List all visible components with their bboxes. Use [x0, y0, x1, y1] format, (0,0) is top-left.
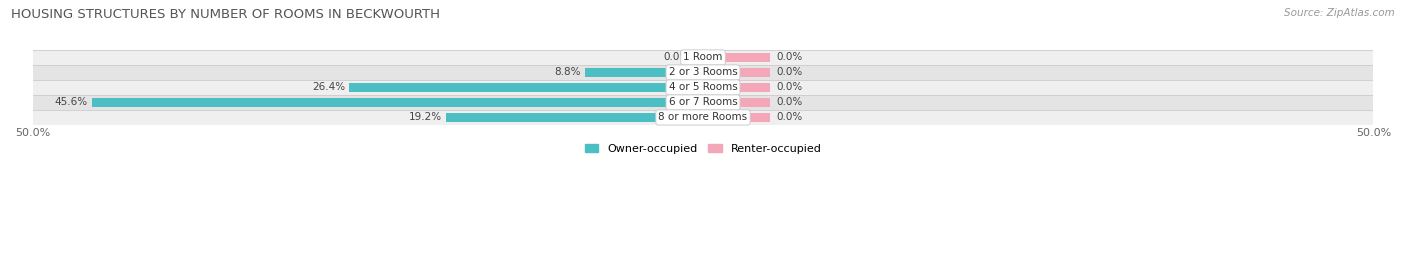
- Bar: [446, 113, 703, 122]
- Bar: [703, 53, 770, 62]
- Text: 0.0%: 0.0%: [776, 97, 803, 107]
- Text: 0.0%: 0.0%: [776, 83, 803, 93]
- Text: 1 Room: 1 Room: [683, 52, 723, 62]
- Text: 0.0%: 0.0%: [776, 68, 803, 77]
- Text: 4 or 5 Rooms: 4 or 5 Rooms: [669, 83, 737, 93]
- Text: 8 or more Rooms: 8 or more Rooms: [658, 112, 748, 122]
- Bar: [349, 83, 703, 92]
- Text: 19.2%: 19.2%: [408, 112, 441, 122]
- Bar: [32, 110, 1374, 125]
- Bar: [585, 68, 703, 77]
- Text: 0.0%: 0.0%: [776, 52, 803, 62]
- Bar: [703, 98, 770, 107]
- Text: Source: ZipAtlas.com: Source: ZipAtlas.com: [1284, 8, 1395, 18]
- Bar: [32, 80, 1374, 95]
- Text: 8.8%: 8.8%: [554, 68, 581, 77]
- Bar: [91, 98, 703, 107]
- Bar: [32, 50, 1374, 65]
- Text: 0.0%: 0.0%: [664, 52, 689, 62]
- Bar: [703, 83, 770, 92]
- Text: 2 or 3 Rooms: 2 or 3 Rooms: [669, 68, 737, 77]
- Bar: [32, 65, 1374, 80]
- Bar: [703, 68, 770, 77]
- Text: 45.6%: 45.6%: [55, 97, 87, 107]
- Legend: Owner-occupied, Renter-occupied: Owner-occupied, Renter-occupied: [581, 139, 825, 158]
- Text: HOUSING STRUCTURES BY NUMBER OF ROOMS IN BECKWOURTH: HOUSING STRUCTURES BY NUMBER OF ROOMS IN…: [11, 8, 440, 21]
- Text: 6 or 7 Rooms: 6 or 7 Rooms: [669, 97, 737, 107]
- Bar: [703, 113, 770, 122]
- Text: 0.0%: 0.0%: [776, 112, 803, 122]
- Bar: [32, 95, 1374, 110]
- Text: 26.4%: 26.4%: [312, 83, 344, 93]
